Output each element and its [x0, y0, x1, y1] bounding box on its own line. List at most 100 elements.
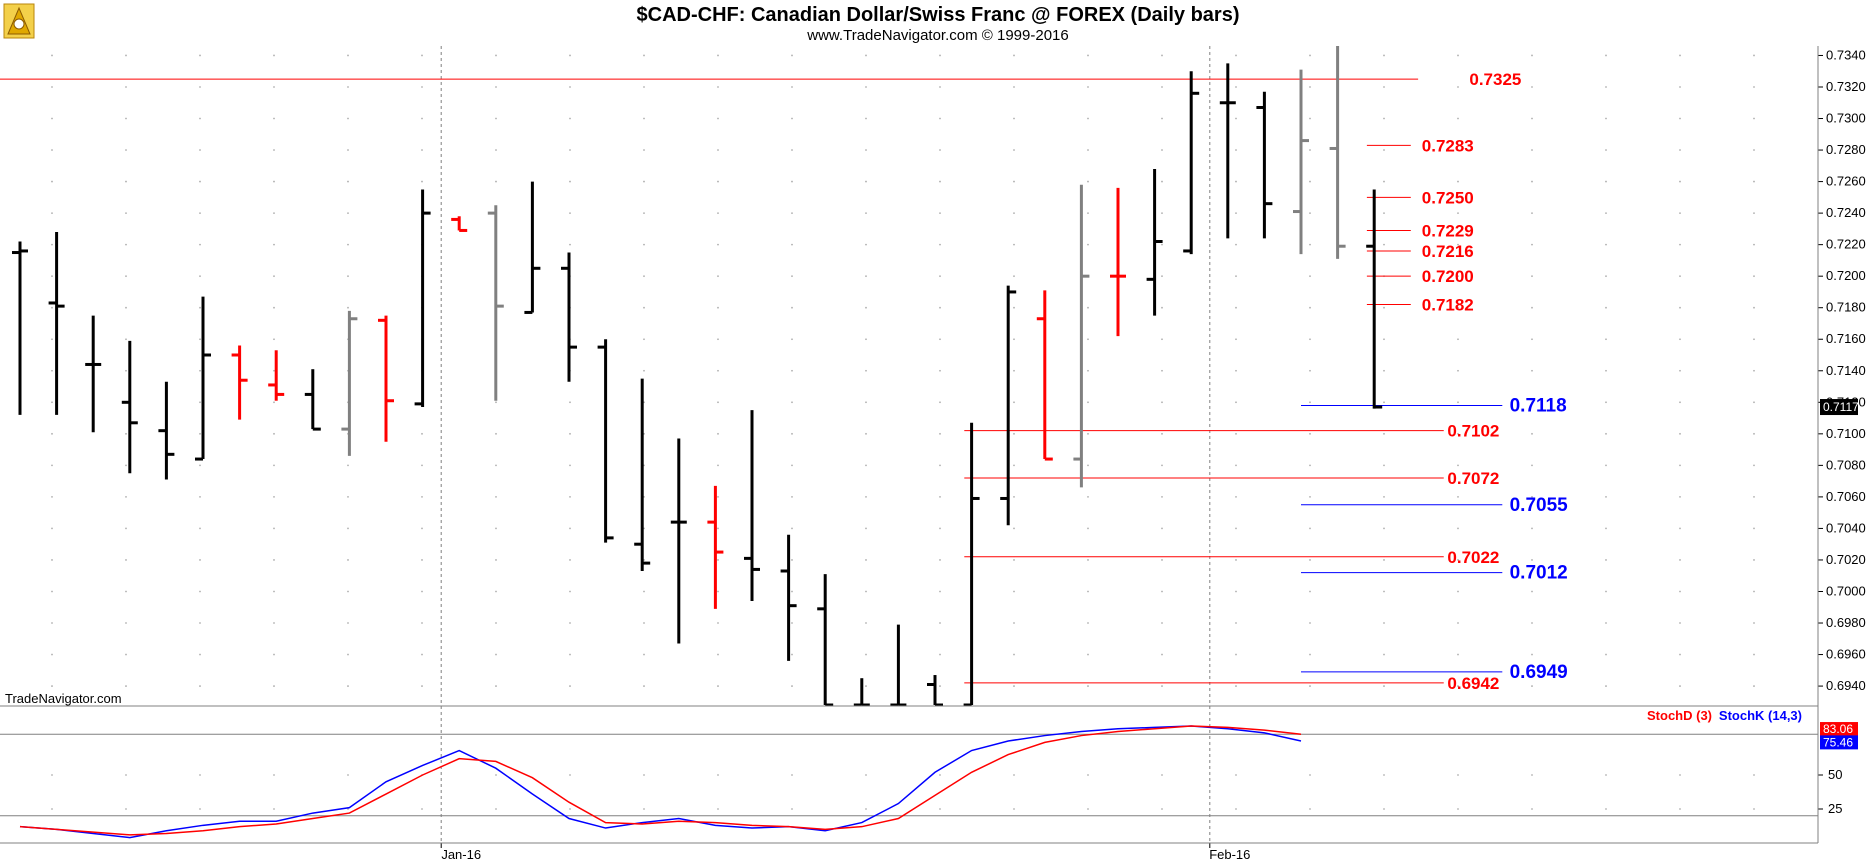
grid-dot — [1531, 86, 1533, 88]
trade-navigator-logo-icon — [3, 3, 35, 39]
grid-dot — [1235, 243, 1237, 246]
ohlc-bar — [1366, 189, 1383, 409]
grid-dot — [199, 527, 201, 530]
grid-dot — [1013, 243, 1015, 246]
grid-dot — [1605, 86, 1607, 88]
grid-dot — [421, 559, 423, 561]
grid-dot — [1605, 653, 1607, 656]
grid-dot — [125, 243, 127, 246]
grid-dot — [643, 369, 645, 372]
grid-dot — [1753, 275, 1755, 278]
stochastic-lines — [19, 725, 1302, 839]
grid-dot — [939, 527, 941, 530]
grid-dot — [199, 275, 201, 278]
y-tick-label: 0.7140 — [1826, 363, 1866, 378]
grid-dot — [1679, 622, 1681, 624]
ohlc-bars — [12, 46, 1383, 707]
grid-dot — [1531, 527, 1533, 530]
grid-dot — [1235, 495, 1237, 498]
grid-dot — [1457, 149, 1459, 151]
ohlc-bar — [1183, 71, 1200, 255]
grid-dot — [1161, 117, 1163, 120]
grid-dot — [717, 432, 719, 435]
grid-dot — [1087, 401, 1089, 404]
ohlc-bar — [341, 310, 358, 456]
grid-dot — [1013, 401, 1015, 404]
grid-dot — [495, 774, 497, 776]
level-label: 0.7055 — [1510, 495, 1569, 516]
y-tick-label: 0.6980 — [1826, 615, 1866, 630]
grid-dot — [421, 464, 423, 467]
grid-dot — [125, 808, 127, 810]
grid-dot — [717, 149, 719, 151]
grid-dot — [717, 243, 719, 246]
grid-dot — [1087, 243, 1089, 246]
grid-dot — [1087, 653, 1089, 656]
grid-dot — [717, 464, 719, 467]
grid-dot — [1383, 808, 1385, 810]
grid-dot — [495, 464, 497, 467]
grid-dot — [1235, 808, 1237, 810]
grid-dot — [1383, 464, 1385, 467]
grid-dot — [1531, 117, 1533, 120]
grid-dot — [643, 275, 645, 278]
grid-dot — [643, 117, 645, 120]
grid-dot — [1457, 653, 1459, 656]
grid-dot — [51, 653, 53, 656]
grid-dot — [1457, 685, 1459, 687]
grid-dot — [939, 338, 941, 341]
grid-dot — [643, 180, 645, 183]
ohlc-bar — [378, 315, 394, 442]
grid-dot — [1013, 685, 1015, 687]
grid-dot — [125, 117, 127, 120]
grid-dot — [939, 401, 941, 404]
grid-dot — [1679, 774, 1681, 776]
grid-dot — [1383, 495, 1385, 498]
x-tick-label: Jan-16 — [441, 847, 481, 862]
grid-dot — [791, 86, 793, 88]
grid-dot — [1753, 774, 1755, 776]
grid-dot — [1531, 685, 1533, 687]
grid-dot — [1753, 495, 1755, 498]
grid-dot — [1161, 212, 1163, 215]
grid-dot — [1457, 86, 1459, 88]
grid-dot — [495, 590, 497, 593]
grid-dot — [791, 559, 793, 561]
grid-dot — [1605, 527, 1607, 530]
grid-dot — [1753, 212, 1755, 215]
grid-dot — [495, 54, 497, 57]
grid-dot — [1383, 117, 1385, 120]
grid-dot — [1161, 306, 1163, 309]
grid-dot — [643, 685, 645, 687]
grid-dot — [1531, 369, 1533, 372]
grid-dot — [717, 559, 719, 561]
grid-dot — [273, 559, 275, 561]
grid-dot — [1161, 464, 1163, 467]
grid-dot — [791, 401, 793, 404]
grid-dot — [1753, 149, 1755, 151]
grid-dot — [1309, 149, 1311, 151]
level-label: 0.7200 — [1422, 267, 1474, 286]
grid-dot — [643, 808, 645, 810]
grid-dot — [125, 338, 127, 341]
grid-dot — [199, 54, 201, 57]
y-tick-label: 0.7100 — [1826, 426, 1866, 441]
grid-dot — [643, 338, 645, 341]
grid-dot — [1383, 774, 1385, 776]
grid-dot — [569, 149, 571, 151]
grid-dot — [1013, 117, 1015, 120]
y-tick-label: 25 — [1828, 801, 1842, 816]
grid-dot — [495, 180, 497, 183]
grid-dot — [791, 306, 793, 309]
grid-dot — [1531, 590, 1533, 593]
grid-dot — [1753, 401, 1755, 404]
stoch-series-line — [19, 725, 1302, 839]
grid-dot — [791, 243, 793, 246]
grid-dot — [1753, 527, 1755, 530]
y-tick-label: 0.6960 — [1826, 647, 1866, 662]
y-tick-label: 50 — [1828, 767, 1842, 782]
y-tick-label: 0.7280 — [1826, 142, 1866, 157]
grid-dot — [1383, 653, 1385, 656]
grid-dot — [1309, 685, 1311, 687]
grid-dot — [273, 622, 275, 624]
